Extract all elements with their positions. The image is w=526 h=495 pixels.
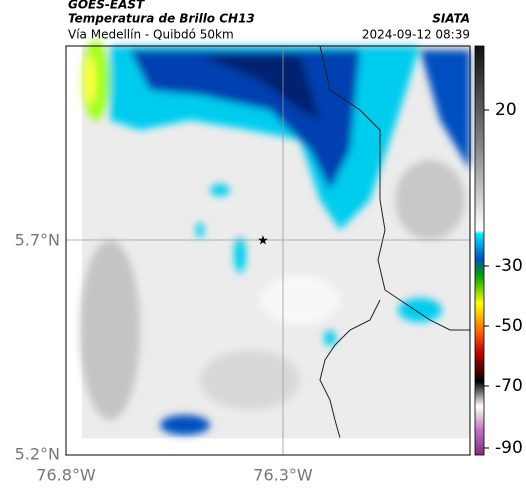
source: GOES-EAST [68,0,145,12]
colorbar-label: -90 [495,438,523,458]
timestamp: 2024-09-12 08:39 [362,28,470,42]
colorbar-label: -70 [495,376,523,396]
axis-labels: 5.7°N 5.2°N 76.8°W 76.3°W [15,231,313,485]
lon-label: 76.8°W [36,466,96,485]
colorbar-label: -50 [495,316,523,336]
lat-label: 5.2°N [15,445,60,464]
satellite-image: ★ [65,40,471,456]
colorbar-label: -30 [495,256,523,276]
agency: SIATA [432,12,470,26]
svg-text:★: ★ [257,234,269,249]
lat-label: 5.7°N [15,231,60,250]
lon-label: 76.3°W [253,466,313,485]
title: Temperatura de Brillo CH13 [68,12,255,26]
colorbar: 20 -30 -50 -70 -90 [474,45,523,458]
colorbar-label: 20 [495,100,517,120]
header: GOES-EAST Temperatura de Brillo CH13 Vía… [68,0,470,42]
subtitle: Vía Medellín - Quibdó 50km [68,28,234,42]
